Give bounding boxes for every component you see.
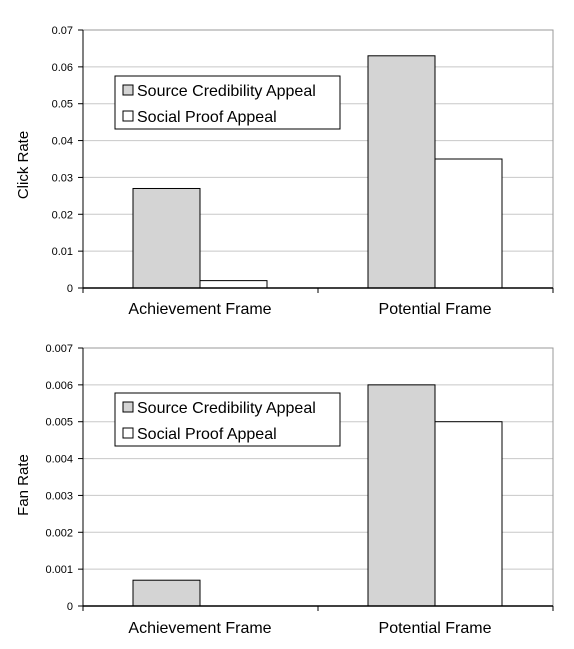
bar-social-proof-1 bbox=[434, 421, 503, 607]
click-rate-legend-box bbox=[114, 75, 341, 130]
legend-swatch-source-credibility bbox=[122, 84, 134, 96]
y-tick-label: 0.004 bbox=[45, 454, 73, 466]
y-tick-label: 0.006 bbox=[45, 380, 73, 392]
click-rate-y-axis-label: Click Rate bbox=[15, 131, 32, 199]
fan-rate-chart: 0 0.001 0.002 0.003 0.004 0.005 0.006 0.007 Ach… bbox=[15, 343, 554, 637]
y-tick-label: 0 bbox=[67, 283, 73, 295]
y-tick-label: 0.001 bbox=[45, 564, 73, 576]
legend-label-social-proof: Social Proof Appeal bbox=[137, 109, 277, 126]
bar-source-credibility-0 bbox=[132, 187, 201, 289]
click-rate-x-categories: Achievement Frame Potential Frame bbox=[128, 301, 491, 318]
y-tick-label: 0.01 bbox=[52, 246, 73, 258]
bar-source-credibility-0 bbox=[132, 579, 201, 607]
click-rate-legend: Source Credibility Appeal Social Proof A… bbox=[114, 75, 341, 130]
bar-social-proof-1 bbox=[434, 158, 503, 289]
y-tick-label: 0.04 bbox=[52, 136, 73, 148]
y-tick-label: 0.007 bbox=[45, 343, 73, 355]
fan-rate-bars bbox=[132, 384, 503, 607]
fan-rate-y-axis-label: Fan Rate bbox=[15, 454, 32, 516]
bar-social-proof-0 bbox=[199, 280, 268, 289]
y-tick-label: 0.002 bbox=[45, 527, 73, 539]
legend-label-social-proof: Social Proof Appeal bbox=[137, 426, 277, 443]
legend-swatch-social-proof bbox=[122, 110, 134, 122]
fan-rate-legend-box bbox=[114, 392, 341, 447]
x-category-label: Potential Frame bbox=[379, 301, 492, 318]
bar-source-credibility-1 bbox=[367, 55, 436, 289]
y-tick-label: 0.02 bbox=[52, 209, 73, 221]
x-category-label: Potential Frame bbox=[379, 620, 492, 637]
fan-rate-axes bbox=[82, 348, 554, 611]
legend-swatch-social-proof bbox=[122, 427, 134, 439]
y-tick-label: 0 bbox=[67, 601, 73, 613]
fan-rate-y-ticks: 0 0.001 0.002 0.003 0.004 0.005 0.006 0.007 bbox=[45, 343, 83, 613]
legend-label-source-credibility: Source Credibility Appeal bbox=[137, 400, 316, 417]
click-rate-axes bbox=[82, 30, 554, 293]
y-tick-label: 0.06 bbox=[52, 62, 73, 74]
y-tick-label: 0.05 bbox=[52, 99, 73, 111]
y-tick-label: 0.003 bbox=[45, 490, 73, 502]
x-category-label: Achievement Frame bbox=[128, 301, 271, 318]
y-tick-label: 0.07 bbox=[52, 25, 73, 37]
fan-rate-x-categories: Achievement Frame Potential Frame bbox=[128, 620, 491, 637]
x-category-label: Achievement Frame bbox=[128, 620, 271, 637]
bar-source-credibility-1 bbox=[367, 384, 436, 607]
click-rate-chart: 0 0.01 0.02 0.03 0.04 0.05 0.06 0.07 Achievemen… bbox=[15, 25, 554, 318]
fan-rate-legend: Source Credibility Appeal Social Proof A… bbox=[114, 392, 341, 447]
legend-swatch-source-credibility bbox=[122, 401, 134, 413]
y-tick-label: 0.005 bbox=[45, 417, 73, 429]
y-tick-label: 0.03 bbox=[52, 172, 73, 184]
legend-label-source-credibility: Source Credibility Appeal bbox=[137, 83, 316, 100]
click-rate-y-ticks: 0 0.01 0.02 0.03 0.04 0.05 0.06 0.07 bbox=[52, 25, 83, 295]
